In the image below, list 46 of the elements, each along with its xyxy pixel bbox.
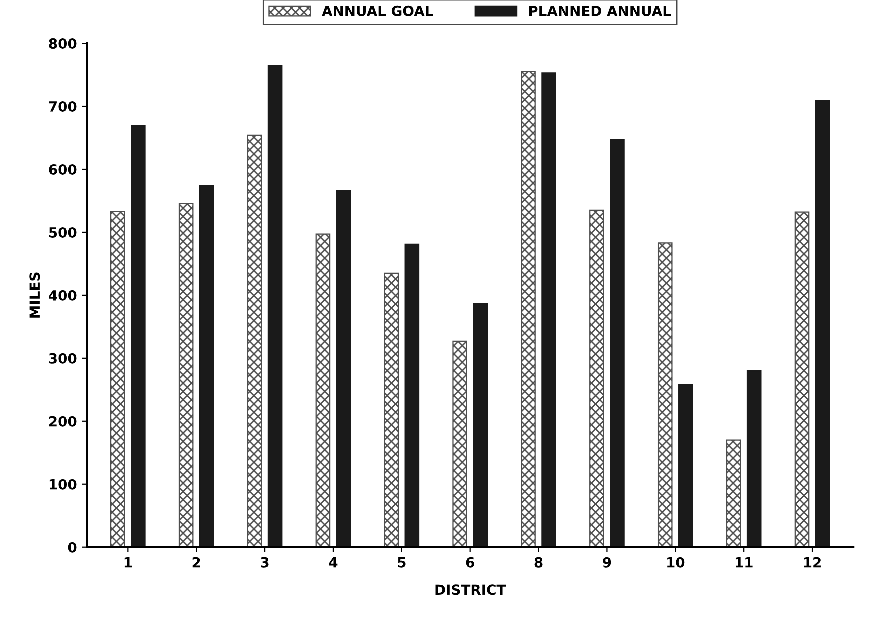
bar — [110, 211, 126, 548]
bar — [452, 340, 468, 548]
x-tick-label: 11 — [736, 558, 753, 568]
y-tick-label: 0 — [68, 542, 77, 553]
legend-label: PLANNED ANNUAL — [529, 6, 672, 16]
y-tick-label: 300 — [49, 353, 77, 364]
bar — [794, 212, 810, 548]
x-tick-label: 9 — [603, 557, 612, 568]
bar — [746, 370, 762, 548]
y-tick-label: 200 — [49, 416, 77, 427]
bar — [521, 71, 536, 548]
bar — [336, 190, 352, 548]
x-tick-label: 4 — [329, 558, 338, 568]
x-tick-label: 12 — [804, 557, 821, 568]
bar — [473, 303, 488, 548]
x-tick-label: 3 — [261, 557, 269, 568]
bar — [542, 72, 556, 548]
x-tick-label: 5 — [398, 558, 406, 568]
bar — [131, 125, 146, 548]
y-tick-label: 800 — [49, 38, 77, 50]
bar — [384, 272, 400, 548]
bar — [268, 65, 283, 548]
y-tick-label: 100 — [50, 479, 77, 490]
x-tick-label: 10 — [668, 557, 685, 568]
x-tick-label: 6 — [466, 557, 474, 568]
bar — [316, 234, 331, 548]
y-tick-label: 500 — [49, 227, 77, 238]
bar — [199, 185, 214, 548]
y-axis-title: MILES — [30, 272, 40, 318]
x-tick-label: 1 — [124, 558, 132, 568]
bar — [247, 134, 262, 548]
y-tick-label: 600 — [49, 164, 77, 175]
bar — [590, 210, 604, 548]
bar — [678, 384, 694, 548]
bar — [404, 244, 420, 548]
x-axis-title: DISTRICT — [436, 584, 506, 596]
bar — [610, 139, 625, 548]
y-tick-label: 700 — [49, 101, 77, 112]
bar — [178, 202, 194, 548]
bar — [658, 242, 673, 548]
y-tick-label: 400 — [49, 290, 77, 301]
bar — [815, 100, 830, 548]
x-tick-label: 8 — [534, 557, 543, 568]
x-tick-label: 2 — [192, 557, 200, 568]
legend-label: ANNUAL GOAL — [322, 6, 434, 16]
bar — [726, 440, 742, 548]
